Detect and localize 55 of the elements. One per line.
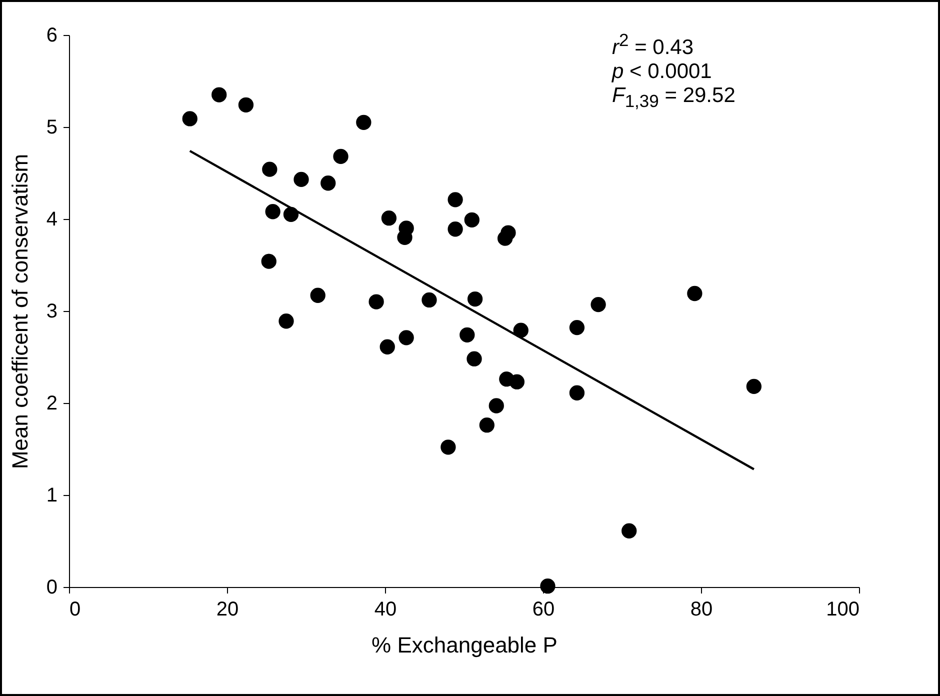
y-tick-label: 5 <box>46 116 58 138</box>
point <box>540 578 556 594</box>
point <box>479 418 494 433</box>
annotation: p < 0.0001 <box>612 60 713 84</box>
point <box>509 374 525 390</box>
point <box>397 230 412 245</box>
point <box>261 254 276 269</box>
point <box>368 294 384 310</box>
point <box>440 440 456 455</box>
x-tick-label: 100 <box>826 598 860 620</box>
point <box>212 87 227 102</box>
point <box>464 212 480 228</box>
x-tick-label: 40 <box>374 598 397 620</box>
point <box>182 111 198 126</box>
point <box>746 378 762 394</box>
point <box>467 291 483 307</box>
point <box>320 176 336 191</box>
point <box>278 314 294 329</box>
point <box>333 148 348 164</box>
x-tick-label: 80 <box>690 598 713 620</box>
y-tick-label: 3 <box>46 300 58 322</box>
point <box>590 296 606 312</box>
point <box>262 162 278 177</box>
point <box>398 330 414 346</box>
y-tick-label: 2 <box>46 392 58 414</box>
x-axis-title: % Exchangeable P <box>372 632 558 658</box>
y-tick-label: 1 <box>46 484 58 506</box>
point <box>356 114 372 130</box>
annotation: F$_{1,39}$ = 29.52 <box>612 84 736 114</box>
point <box>622 523 637 538</box>
y-axis-title: Mean coefficent of conservatism <box>7 154 32 470</box>
y-tick-label: 4 <box>46 208 58 230</box>
point <box>466 351 482 366</box>
point <box>294 172 309 188</box>
point <box>448 222 463 237</box>
point <box>497 230 513 246</box>
point <box>238 97 254 112</box>
point <box>569 385 585 400</box>
point <box>488 398 504 414</box>
point <box>380 339 395 354</box>
point <box>422 292 437 308</box>
point <box>460 327 475 342</box>
point <box>381 210 397 226</box>
annotation: r$^{2}$ = 0.43 <box>612 29 695 60</box>
point <box>265 204 280 220</box>
point <box>569 320 585 336</box>
point <box>513 322 528 338</box>
point <box>448 192 463 208</box>
x-tick-label: 20 <box>216 598 239 620</box>
x-tick-label: 60 <box>532 598 555 620</box>
point <box>687 286 702 302</box>
point <box>310 288 326 303</box>
y-tick-label: 0 <box>46 576 58 598</box>
y-tick-label: 6 <box>46 24 58 46</box>
x-tick-label: 0 <box>70 598 81 620</box>
